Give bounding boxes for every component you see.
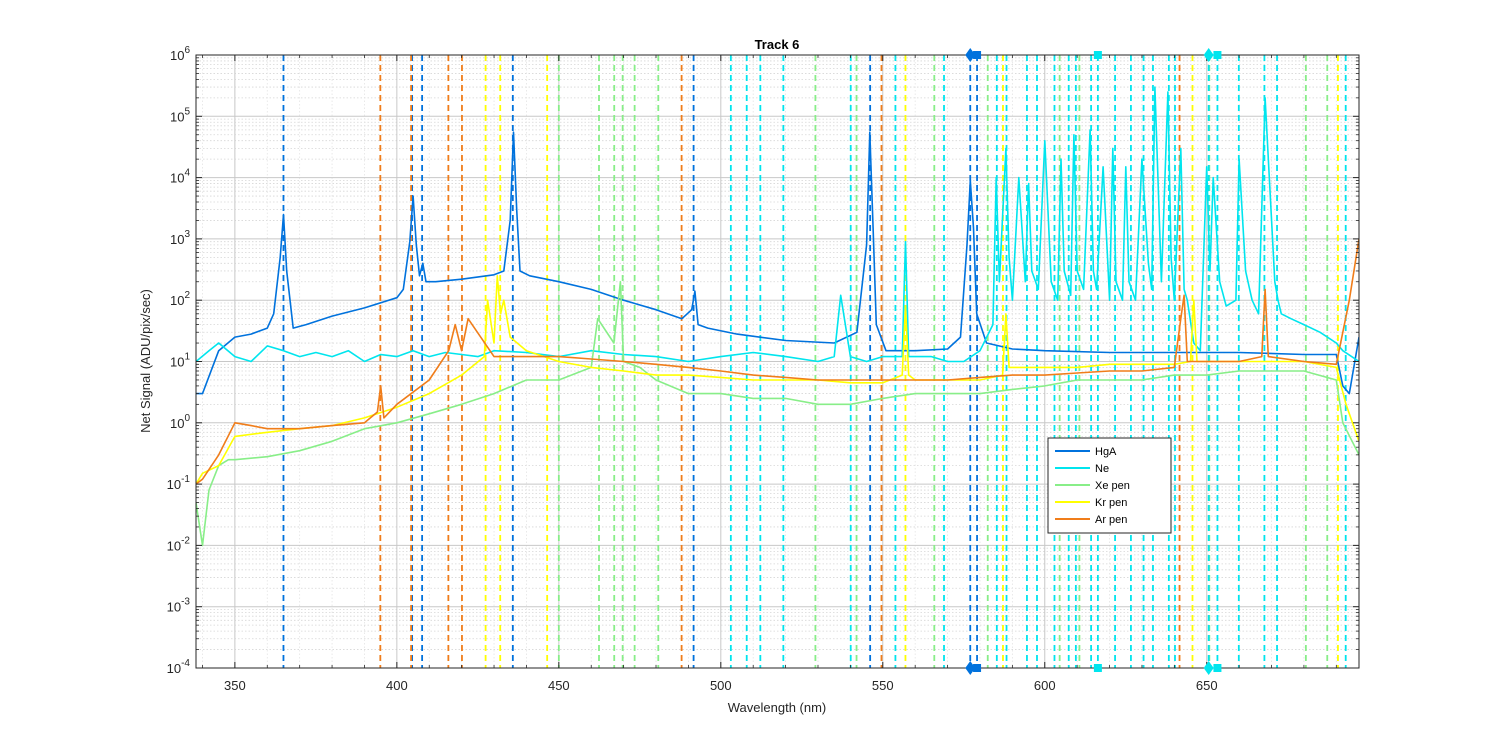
x-tick-label: 450 xyxy=(548,678,570,693)
x-tick-label: 600 xyxy=(1034,678,1056,693)
chart-title: Track 6 xyxy=(755,37,800,52)
y-tick-label: 102 xyxy=(170,290,190,308)
grid xyxy=(196,54,1359,669)
legend-label: HgA xyxy=(1095,446,1117,458)
line-marker xyxy=(965,48,976,62)
y-tick-label: 104 xyxy=(170,168,190,186)
series-lines xyxy=(196,86,1359,547)
y-tick-label: 10-1 xyxy=(167,474,191,492)
line-marker xyxy=(1213,664,1222,672)
y-tick-label: 10-4 xyxy=(167,658,191,676)
line-marker xyxy=(1093,664,1102,672)
line-marker xyxy=(973,664,982,672)
axis-ticks: 10-4 10-3 10-2 10-1 100 101 102 103 104 105 106 350… xyxy=(167,45,1359,693)
line-marker xyxy=(1203,48,1214,62)
x-tick-label: 400 xyxy=(386,678,408,693)
line-markers xyxy=(965,48,1222,675)
x-tick-label: 350 xyxy=(224,678,246,693)
series-line xyxy=(196,238,1359,485)
legend-label: Ne xyxy=(1095,463,1109,475)
line-marker xyxy=(1213,51,1222,59)
legend: HgA Ne Xe pen Kr pen Ar pen xyxy=(1047,437,1172,534)
y-tick-label: 103 xyxy=(170,229,190,247)
y-tick-label: 10-2 xyxy=(167,535,191,553)
y-tick-label: 101 xyxy=(170,352,190,370)
line-marker xyxy=(973,51,982,59)
legend-label: Xe pen xyxy=(1095,480,1130,492)
series-line xyxy=(196,275,1359,485)
x-tick-label: 650 xyxy=(1196,678,1218,693)
line-marker xyxy=(1093,51,1102,59)
series-line xyxy=(196,86,1359,363)
series-line xyxy=(196,131,1359,395)
x-axis-label: Wavelength (nm) xyxy=(728,700,827,715)
line-marker xyxy=(1203,661,1214,675)
y-axis-label: Net Signal (ADU/pix/sec) xyxy=(138,289,153,433)
legend-label: Ar pen xyxy=(1095,514,1127,526)
x-tick-label: 500 xyxy=(710,678,732,693)
y-tick-label: 10-3 xyxy=(167,597,191,615)
y-tick-label: 106 xyxy=(170,45,190,63)
legend-label: Kr pen xyxy=(1095,497,1127,509)
y-tick-label: 100 xyxy=(170,413,190,431)
y-tick-label: 105 xyxy=(170,106,190,124)
line-marker xyxy=(965,661,976,675)
series-line xyxy=(196,280,1359,547)
x-tick-label: 550 xyxy=(872,678,894,693)
